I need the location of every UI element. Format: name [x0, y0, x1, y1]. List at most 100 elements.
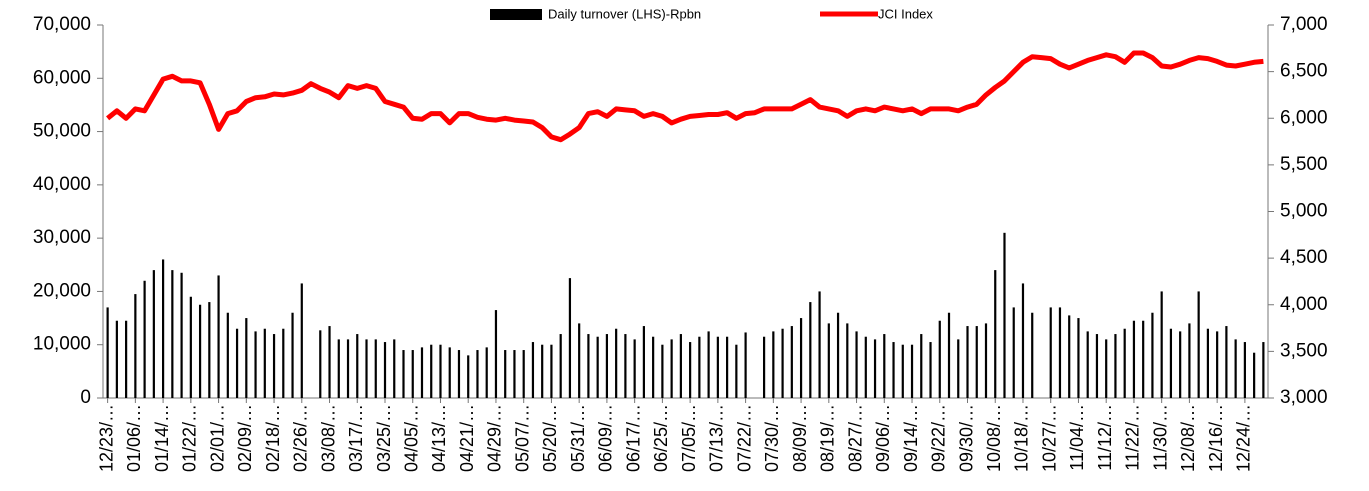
- bar: [217, 275, 220, 398]
- y-tick-label: 30,000: [33, 227, 91, 248]
- bar: [226, 312, 229, 398]
- bar: [189, 296, 192, 398]
- bar: [513, 350, 516, 398]
- x-tick-label: 01/14/…: [152, 404, 172, 472]
- x-tick-label: 04/29/…: [485, 404, 505, 472]
- bar: [855, 331, 858, 398]
- x-tick-label: 02/09/…: [235, 404, 255, 472]
- x-tick-label: 05/07/…: [512, 404, 532, 472]
- bar: [1206, 328, 1210, 398]
- bar: [1132, 320, 1136, 398]
- y-tick-label: 10,000: [33, 334, 91, 355]
- y-tick-label: 70,000: [33, 14, 91, 35]
- bar: [208, 302, 211, 398]
- bar: [994, 270, 997, 398]
- legend-label: Daily turnover (LHS)-Rpbn: [548, 6, 701, 21]
- bar: [624, 334, 627, 398]
- bar: [818, 291, 821, 398]
- x-tick-label: 02/18/…: [263, 404, 283, 472]
- x-tick-label: 11/12/…: [1095, 404, 1115, 471]
- x-tick-label: 04/21/…: [457, 404, 477, 472]
- bar: [180, 272, 183, 398]
- x-tick-label: 07/30/…: [762, 404, 782, 472]
- bar: [374, 339, 377, 398]
- bar: [1169, 328, 1173, 398]
- bar: [1243, 342, 1246, 398]
- bar: [1086, 331, 1089, 398]
- bar: [115, 320, 118, 398]
- x-tick-label: 10/27/…: [1039, 404, 1059, 472]
- x-tick-label: 06/25/…: [651, 404, 671, 472]
- x-tick-label: 06/17/…: [623, 404, 643, 472]
- bar: [957, 339, 960, 398]
- bar: [365, 339, 368, 398]
- bar: [605, 334, 609, 398]
- bar: [143, 280, 146, 398]
- x-tick-label: 11/30/…: [1150, 404, 1170, 471]
- bar: [726, 336, 729, 398]
- bar: [494, 310, 498, 398]
- bar: [652, 336, 655, 398]
- legend-swatch: [490, 9, 542, 20]
- bar: [984, 323, 988, 398]
- bar: [383, 342, 387, 398]
- bar: [198, 304, 202, 398]
- bar: [698, 336, 701, 398]
- bar: [670, 339, 673, 398]
- bar: [356, 334, 359, 398]
- bar: [1188, 323, 1191, 398]
- bar: [615, 328, 618, 398]
- bar: [1077, 318, 1080, 398]
- bar: [679, 334, 682, 398]
- bar: [744, 332, 747, 398]
- bar: [661, 344, 664, 398]
- bar: [263, 328, 266, 398]
- bar: [642, 326, 645, 398]
- x-tick-label: 10/08/…: [984, 404, 1004, 472]
- bar: [735, 344, 738, 398]
- bar: [467, 355, 470, 398]
- x-tick-label: 05/31/…: [568, 404, 588, 472]
- bar: [282, 328, 285, 398]
- bar: [846, 323, 849, 398]
- bar: [448, 347, 451, 398]
- bar: [522, 350, 525, 398]
- bar: [873, 339, 877, 398]
- bar: [910, 344, 914, 398]
- y-tick-label: 0: [80, 387, 91, 408]
- bar: [134, 294, 137, 398]
- x-tick-label: 07/05/…: [679, 404, 699, 472]
- bar: [254, 331, 257, 398]
- bar: [966, 326, 969, 398]
- x-tick-label: 03/17/…: [346, 404, 366, 472]
- bar: [235, 328, 239, 398]
- bar: [790, 326, 793, 398]
- y2-tick-label: 6,500: [1280, 61, 1328, 82]
- bar: [1262, 342, 1265, 398]
- x-tick-label: 10/18/…: [1012, 404, 1032, 472]
- bar: [1049, 307, 1052, 398]
- legend-label: JCI Index: [878, 6, 933, 21]
- bar: [772, 331, 775, 398]
- y2-tick-label: 6,000: [1280, 107, 1328, 128]
- bar: [291, 312, 294, 398]
- y2-tick-label: 5,000: [1280, 201, 1328, 222]
- x-tick-label: 07/13/…: [707, 404, 727, 472]
- bar: [1058, 307, 1062, 398]
- bar: [476, 350, 479, 398]
- bar: [559, 334, 562, 398]
- bar: [504, 350, 507, 398]
- bar: [947, 312, 951, 398]
- bar: [125, 320, 128, 398]
- bar: [152, 270, 155, 398]
- x-tick-label: 12/23/…: [96, 404, 116, 472]
- bar: [1225, 326, 1228, 398]
- bar: [393, 339, 396, 398]
- x-tick-label: 02/26/…: [291, 404, 311, 472]
- line: [106, 50, 1264, 143]
- bar: [781, 328, 784, 398]
- bar: [485, 347, 488, 398]
- x-tick-label: 12/08/…: [1178, 404, 1198, 472]
- bar: [689, 342, 692, 398]
- x-tick-label: 01/06/…: [124, 404, 144, 472]
